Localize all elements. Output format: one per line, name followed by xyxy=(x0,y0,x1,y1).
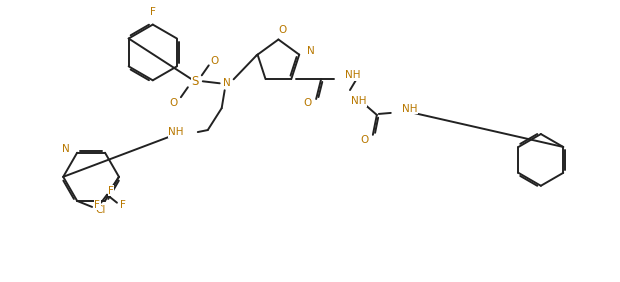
Text: N: N xyxy=(308,46,315,56)
Text: S: S xyxy=(191,75,198,88)
Text: F: F xyxy=(108,186,114,196)
Text: O: O xyxy=(170,98,178,108)
Text: NH: NH xyxy=(345,70,360,80)
Text: O: O xyxy=(278,25,286,35)
Text: Cl: Cl xyxy=(96,205,106,215)
Text: O: O xyxy=(211,56,219,66)
Text: NH: NH xyxy=(169,127,184,137)
Text: F: F xyxy=(150,7,156,17)
Text: O: O xyxy=(361,135,369,145)
Text: NH: NH xyxy=(402,104,417,114)
Text: F: F xyxy=(94,200,100,210)
Text: N: N xyxy=(223,78,231,88)
Text: F: F xyxy=(120,200,126,210)
Text: O: O xyxy=(303,98,311,108)
Text: N: N xyxy=(63,144,70,154)
Text: NH: NH xyxy=(351,96,366,106)
